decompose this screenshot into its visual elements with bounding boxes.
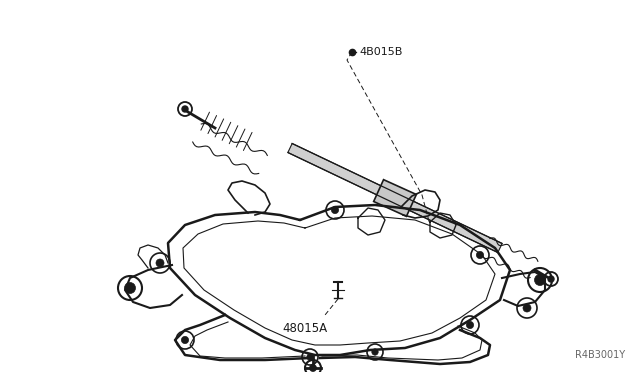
Circle shape — [523, 304, 531, 312]
Polygon shape — [374, 180, 417, 217]
Circle shape — [310, 365, 317, 372]
Circle shape — [182, 106, 188, 112]
Circle shape — [307, 354, 313, 360]
Text: 48015A: 48015A — [282, 321, 328, 334]
Circle shape — [125, 282, 136, 294]
Circle shape — [476, 251, 484, 259]
Text: R4B3001Y: R4B3001Y — [575, 350, 625, 360]
Text: 4B015B: 4B015B — [359, 47, 403, 57]
Circle shape — [372, 349, 378, 355]
Circle shape — [332, 206, 339, 214]
Circle shape — [181, 336, 189, 344]
Circle shape — [548, 276, 554, 282]
Polygon shape — [288, 144, 502, 253]
Circle shape — [156, 259, 164, 267]
Circle shape — [467, 321, 474, 328]
Circle shape — [534, 275, 545, 285]
